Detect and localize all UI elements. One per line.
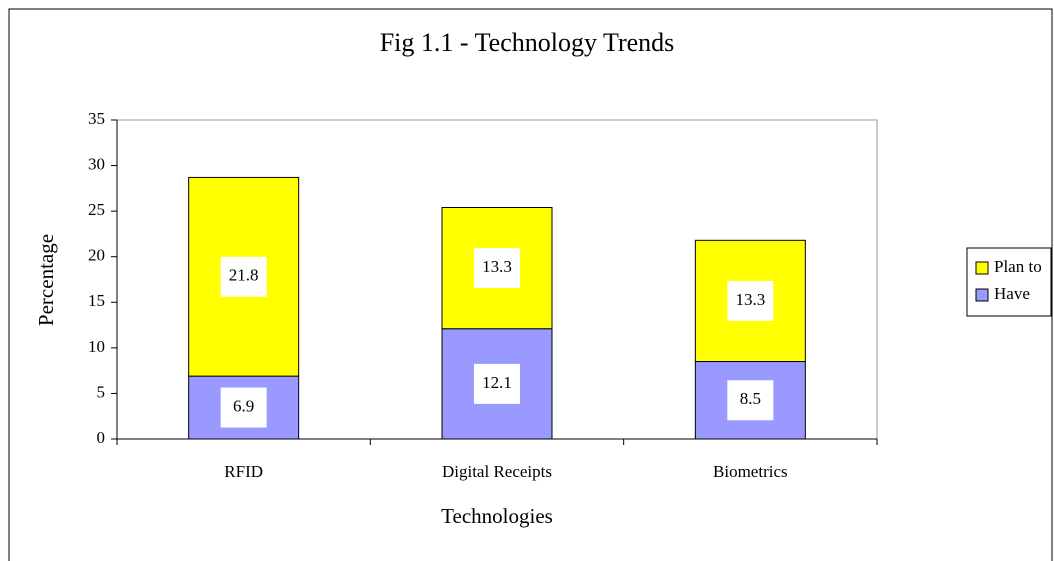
value-label: 6.9: [233, 396, 254, 415]
value-label-box: [220, 256, 267, 297]
legend-swatch: [975, 261, 989, 275]
legend-label: Plan to: [994, 257, 1042, 276]
y-tick-label: 10: [88, 337, 105, 356]
y-tick-label: 35: [88, 109, 105, 128]
legend-box: [966, 247, 1052, 317]
value-label: 12.1: [482, 373, 512, 392]
value-label: 13.3: [735, 290, 765, 309]
y-tick-label: 30: [88, 154, 105, 173]
value-label-box: [727, 280, 774, 321]
chart-frame: [8, 8, 1053, 561]
x-tick-label: RFID: [224, 462, 263, 481]
value-label-box: [474, 363, 520, 404]
y-tick-label: 5: [97, 382, 106, 401]
value-label: 13.3: [482, 257, 512, 276]
value-label-box: [474, 248, 520, 289]
y-tick-label: 25: [88, 200, 105, 219]
value-label: 21.8: [229, 266, 259, 285]
y-tick-label: 15: [88, 291, 105, 310]
value-label-box: [727, 380, 774, 421]
legend-label: Have: [994, 284, 1030, 303]
legend-swatch: [975, 288, 989, 302]
y-axis-title: Percentage: [34, 234, 58, 326]
y-tick-label: 20: [88, 246, 105, 265]
y-tick-label: 0: [97, 428, 106, 447]
value-label-box: [220, 387, 267, 428]
x-tick-label: Digital Receipts: [442, 462, 552, 481]
chart-title: Fig 1.1 - Technology Trends: [380, 28, 675, 57]
x-axis-title: Technologies: [441, 504, 553, 528]
value-label: 8.5: [740, 389, 761, 408]
x-tick-label: Biometrics: [713, 462, 788, 481]
